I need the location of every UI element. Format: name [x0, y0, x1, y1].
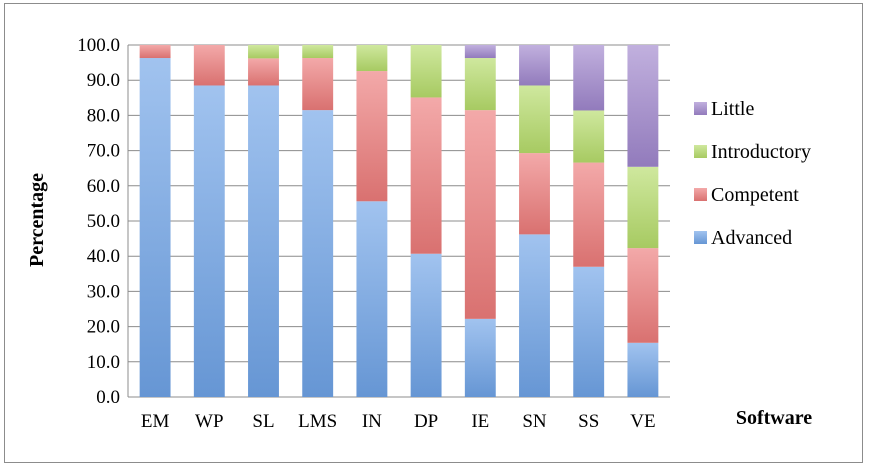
x-tick-labels: EM WP SL LMS IN DP IE SN SS VE [141, 411, 656, 432]
bar-sl-introductory [248, 45, 279, 59]
y-tick-label: 60.0 [87, 176, 120, 197]
bar-lms-introductory [302, 45, 334, 59]
x-tick-label: LMS [298, 411, 337, 432]
bar-sn-introductory [519, 85, 550, 154]
legend-swatch-advanced [694, 231, 707, 244]
legend-label-competent: Competent [711, 184, 799, 206]
y-tick-labels: 0.0 10.0 20.0 30.0 40.0 50.0 60.0 70.0 80.0 90.0 1… [77, 35, 120, 408]
y-tick-label: 100.0 [77, 35, 120, 56]
bar-wp-competent [193, 45, 225, 86]
bar-ss-competent [573, 162, 605, 267]
bar-ve-little [627, 45, 659, 167]
legend: Little Introductory Competent Advanced [694, 98, 811, 249]
y-tick-label: 0.0 [96, 387, 120, 408]
bar-sl-advanced [248, 85, 279, 397]
y-tick-label: 90.0 [87, 70, 120, 91]
bar-em-competent [139, 45, 171, 59]
bar-ie-little [464, 45, 496, 59]
y-tick-label: 10.0 [87, 352, 120, 373]
bar-sl-competent [248, 58, 279, 86]
x-tick-label: EM [141, 411, 170, 432]
x-tick-label: IN [362, 411, 382, 432]
legend-label-little: Little [711, 98, 754, 120]
bar-em-advanced [139, 58, 171, 398]
bar-wp-advanced [193, 85, 225, 397]
legend-swatch-little [694, 102, 707, 115]
bar-lms-competent [302, 58, 334, 111]
x-tick-label: SS [578, 411, 599, 432]
bar-sn-advanced [519, 234, 550, 397]
bar-sn-little [519, 45, 550, 86]
bar-ve-advanced [627, 342, 659, 397]
x-tick-label: SN [522, 411, 547, 432]
bar-ss-advanced [573, 266, 605, 397]
y-axis-title: Percentage [26, 173, 48, 267]
y-tick-label: 50.0 [87, 211, 120, 232]
legend-label-introductory: Introductory [711, 141, 811, 163]
bar-ie-competent [464, 110, 496, 319]
bar-ss-little [573, 45, 605, 111]
bar-in-introductory [356, 45, 388, 72]
y-tick-label: 40.0 [87, 246, 120, 267]
y-tick-label: 20.0 [87, 317, 120, 338]
bar-dp-introductory [410, 45, 442, 98]
bars [139, 45, 659, 398]
x-tick-label: WP [195, 411, 224, 432]
bar-lms-advanced [302, 110, 334, 398]
y-tick-label: 30.0 [87, 281, 120, 302]
x-tick-label: DP [414, 411, 438, 432]
y-tick-label: 70.0 [87, 141, 120, 162]
x-tick-label: VE [630, 411, 655, 432]
x-tick-label: SL [252, 411, 274, 432]
legend-label-advanced: Advanced [711, 227, 792, 249]
bar-dp-advanced [410, 253, 442, 397]
x-axis-title: Software [736, 407, 812, 429]
bar-ve-introductory [627, 166, 659, 249]
legend-swatch-competent [694, 188, 707, 201]
bar-ve-competent [627, 248, 659, 343]
bar-ie-introductory [464, 58, 496, 111]
bar-in-competent [356, 71, 388, 202]
bar-ie-advanced [464, 318, 496, 397]
x-tick-label: IE [471, 411, 489, 432]
bar-dp-competent [410, 97, 442, 254]
bar-in-advanced [356, 201, 388, 397]
legend-swatch-introductory [694, 145, 707, 158]
y-tick-label: 80.0 [87, 105, 120, 126]
bar-ss-introductory [573, 110, 605, 163]
bar-sn-competent [519, 153, 550, 235]
